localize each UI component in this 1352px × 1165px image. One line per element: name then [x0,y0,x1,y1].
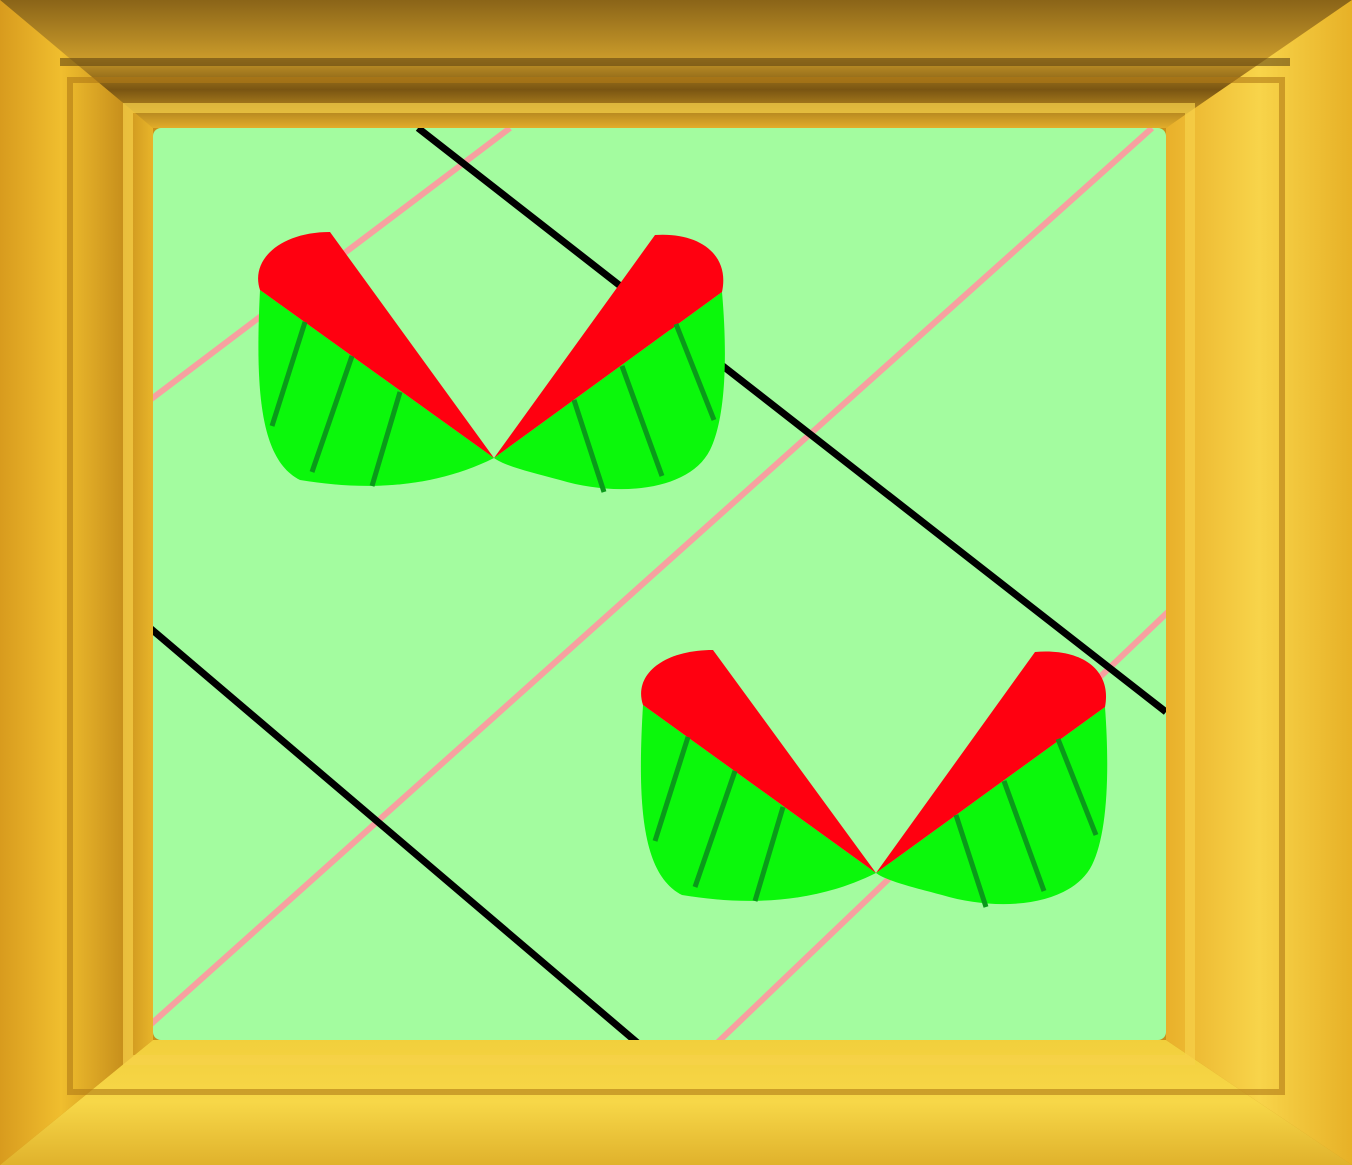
decorative-motif-icon [258,232,725,493]
leaf-veins [652,736,1099,908]
frame-left [0,0,153,1165]
left-leaf [640,705,876,901]
frame-inner-lip [123,103,1195,1065]
right-leaf [494,292,725,490]
right-petal [494,234,724,458]
painting-canvas [153,128,1166,1040]
left-leaf [258,290,494,486]
frame-right [1166,0,1352,1165]
black-line [415,128,1166,715]
left-petal [258,232,494,458]
black-lines [153,128,1166,1040]
frame-bottom [0,1040,1352,1165]
right-leaf [876,707,1108,905]
leaf-veins [269,321,717,493]
pink-line [153,128,1155,1028]
black-line [153,625,643,1040]
frame-inner-bevel [67,77,1285,1095]
right-petal [876,651,1107,873]
decorative-motif-icon [640,650,1108,908]
left-petal [641,650,876,873]
